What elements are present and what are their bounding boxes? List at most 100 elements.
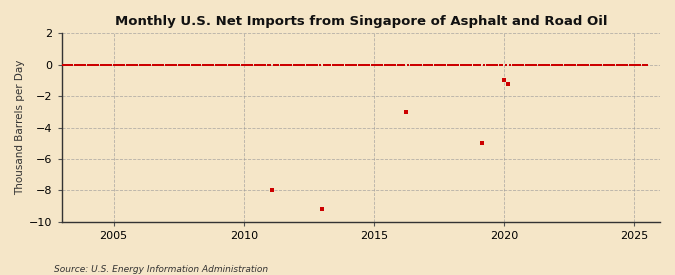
Point bbox=[566, 62, 576, 67]
Point bbox=[80, 62, 91, 67]
Point bbox=[333, 62, 344, 67]
Point bbox=[156, 62, 167, 67]
Point bbox=[369, 62, 379, 67]
Point bbox=[510, 62, 520, 67]
Point bbox=[483, 62, 494, 67]
Point bbox=[546, 62, 557, 67]
Point bbox=[581, 62, 592, 67]
Point bbox=[340, 62, 351, 67]
Point bbox=[119, 62, 130, 67]
Point bbox=[472, 62, 483, 67]
Point bbox=[642, 62, 653, 67]
Point bbox=[210, 62, 221, 67]
Point bbox=[195, 62, 206, 67]
Point bbox=[388, 62, 399, 67]
Point bbox=[245, 62, 256, 67]
Point bbox=[562, 62, 572, 67]
Point bbox=[464, 62, 475, 67]
Point bbox=[410, 62, 421, 67]
Point bbox=[104, 62, 115, 67]
Point bbox=[362, 62, 373, 67]
Point bbox=[423, 62, 433, 67]
Point bbox=[377, 62, 388, 67]
Point bbox=[451, 62, 462, 67]
Point bbox=[178, 62, 188, 67]
Point bbox=[238, 62, 249, 67]
Point bbox=[475, 62, 485, 67]
Point bbox=[63, 62, 74, 67]
Point bbox=[267, 188, 277, 192]
Point bbox=[609, 62, 620, 67]
Point bbox=[600, 62, 611, 67]
Point bbox=[492, 62, 503, 67]
Point bbox=[232, 62, 242, 67]
Point bbox=[529, 62, 539, 67]
Point bbox=[97, 62, 108, 67]
Point bbox=[587, 62, 598, 67]
Point bbox=[444, 62, 455, 67]
Point bbox=[460, 62, 470, 67]
Point bbox=[327, 62, 338, 67]
Point bbox=[607, 62, 618, 67]
Point bbox=[624, 62, 635, 67]
Point bbox=[481, 62, 492, 67]
Point bbox=[438, 62, 449, 67]
Point bbox=[431, 62, 442, 67]
Point bbox=[542, 62, 553, 67]
Point bbox=[329, 62, 340, 67]
Point bbox=[154, 62, 165, 67]
Point bbox=[219, 62, 230, 67]
Point bbox=[74, 62, 84, 67]
Point bbox=[358, 62, 369, 67]
Point bbox=[401, 110, 412, 114]
Point bbox=[462, 62, 472, 67]
Point bbox=[221, 62, 232, 67]
Point bbox=[499, 78, 510, 82]
Text: Source: U.S. Energy Information Administration: Source: U.S. Energy Information Administ… bbox=[54, 265, 268, 274]
Point bbox=[180, 62, 190, 67]
Point bbox=[487, 62, 498, 67]
Point bbox=[140, 62, 151, 67]
Point bbox=[215, 62, 225, 67]
Point bbox=[399, 62, 410, 67]
Point bbox=[312, 62, 323, 67]
Point bbox=[537, 62, 548, 67]
Point bbox=[616, 62, 626, 67]
Point bbox=[145, 62, 156, 67]
Point bbox=[152, 62, 163, 67]
Point bbox=[122, 62, 132, 67]
Point bbox=[182, 62, 193, 67]
Point bbox=[184, 62, 195, 67]
Point bbox=[585, 62, 596, 67]
Point bbox=[303, 62, 314, 67]
Point bbox=[490, 62, 501, 67]
Point bbox=[551, 62, 562, 67]
Point bbox=[262, 62, 273, 67]
Point bbox=[364, 62, 375, 67]
Point bbox=[236, 62, 247, 67]
Point bbox=[449, 62, 460, 67]
Point bbox=[501, 62, 512, 67]
Point bbox=[367, 62, 377, 67]
Point bbox=[440, 62, 451, 67]
Point bbox=[457, 62, 468, 67]
Point bbox=[371, 62, 381, 67]
Point bbox=[249, 62, 260, 67]
Point bbox=[507, 62, 518, 67]
Point bbox=[518, 62, 529, 67]
Point bbox=[325, 62, 336, 67]
Point bbox=[117, 62, 128, 67]
Point bbox=[234, 62, 245, 67]
Point bbox=[425, 62, 435, 67]
Point bbox=[594, 62, 605, 67]
Point bbox=[95, 62, 106, 67]
Point bbox=[124, 62, 134, 67]
Point bbox=[136, 62, 147, 67]
Point bbox=[522, 62, 533, 67]
Point bbox=[290, 62, 301, 67]
Point bbox=[612, 62, 622, 67]
Point bbox=[403, 62, 414, 67]
Point bbox=[418, 62, 429, 67]
Point bbox=[578, 62, 589, 67]
Title: Monthly U.S. Net Imports from Singapore of Asphalt and Road Oil: Monthly U.S. Net Imports from Singapore … bbox=[115, 15, 607, 28]
